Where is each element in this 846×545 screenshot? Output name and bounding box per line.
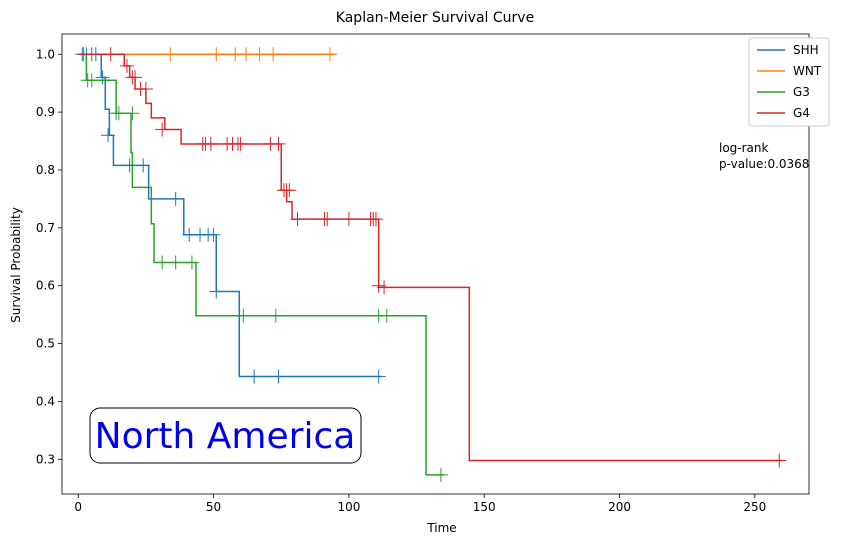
censor-mark [377, 280, 392, 295]
censor-mark [155, 255, 170, 270]
censor-mark [84, 73, 99, 88]
y-tick-label: 0.9 [36, 105, 55, 119]
censor-mark [209, 284, 224, 299]
y-tick-label: 0.8 [36, 163, 55, 177]
y-tick-label: 0.4 [36, 394, 55, 408]
censor-mark [322, 47, 337, 62]
censor-mark [379, 308, 394, 323]
censor-mark [203, 136, 218, 151]
y-tick-label: 1.0 [36, 47, 55, 61]
x-tick-label: 150 [473, 500, 496, 514]
censor-mark [236, 308, 251, 323]
censor-mark [268, 308, 283, 323]
y-tick-label: 0.6 [36, 279, 55, 293]
y-tick-label: 0.3 [36, 452, 55, 466]
survival-step-line [78, 53, 444, 476]
x-tick-label: 100 [337, 500, 360, 514]
censor-mark [341, 212, 356, 227]
pvalue-label: p-value:0.0368 [719, 157, 809, 171]
x-tick-label: 0 [74, 500, 82, 514]
y-tick-label: 0.7 [36, 221, 55, 235]
censor-mark [271, 369, 286, 384]
censor-mark [128, 70, 143, 85]
censor-mark [163, 47, 178, 62]
censor-mark [252, 47, 267, 62]
censor-mark [168, 255, 183, 270]
censor-mark [184, 255, 199, 270]
censor-mark [772, 453, 787, 468]
series-g4 [78, 47, 787, 468]
x-axis-title: Time [426, 521, 456, 535]
censor-mark [271, 136, 286, 151]
legend-label: G3 [793, 85, 810, 99]
censor-mark [368, 212, 383, 227]
censor-mark [101, 128, 116, 143]
censor-mark [266, 47, 281, 62]
axes-frame [61, 33, 810, 495]
x-tick-label: 250 [743, 500, 766, 514]
censor-mark [320, 212, 335, 227]
censor-mark [247, 369, 262, 384]
censor-mark [103, 47, 118, 62]
x-tick-label: 50 [206, 500, 221, 514]
chart-title: Kaplan-Meier Survival Curve [336, 10, 534, 26]
censor-mark [125, 106, 140, 121]
region-label-frame [89, 407, 362, 464]
censor-mark [111, 106, 126, 121]
x-tick-label: 200 [608, 500, 631, 514]
region-label-text: North America [95, 416, 356, 457]
legend-label: G4 [793, 106, 810, 120]
censor-mark [119, 58, 134, 73]
censor-mark [282, 183, 297, 198]
legend-label: SHH [793, 43, 819, 57]
legend: SHH WNT G3 G4 [748, 37, 830, 127]
censor-mark [168, 191, 183, 206]
censor-mark [371, 278, 386, 293]
region-label-box: North America [89, 407, 362, 464]
censor-mark [206, 227, 221, 242]
y-axis-title: Survival Probability [9, 207, 23, 323]
logrank-label: log-rank [719, 141, 769, 155]
censor-mark [138, 81, 153, 96]
censor-mark [433, 467, 448, 482]
legend-label: WNT [793, 64, 822, 78]
legend-frame [748, 37, 830, 127]
censor-mark [209, 47, 224, 62]
censor-mark [155, 122, 170, 137]
censor-mark [95, 70, 110, 85]
plot-area: 0 50 100 150 200 250 0.3 0.4 0.5 0.6 0.7 0.8 0.9 1.0 [36, 33, 810, 514]
censor-mark [136, 158, 151, 173]
censor-mark [239, 47, 254, 62]
censor-mark [371, 369, 386, 384]
censor-mark [122, 158, 137, 173]
censor-mark [290, 212, 305, 227]
censor-mark [233, 136, 248, 151]
y-tick-label: 0.5 [36, 337, 55, 351]
